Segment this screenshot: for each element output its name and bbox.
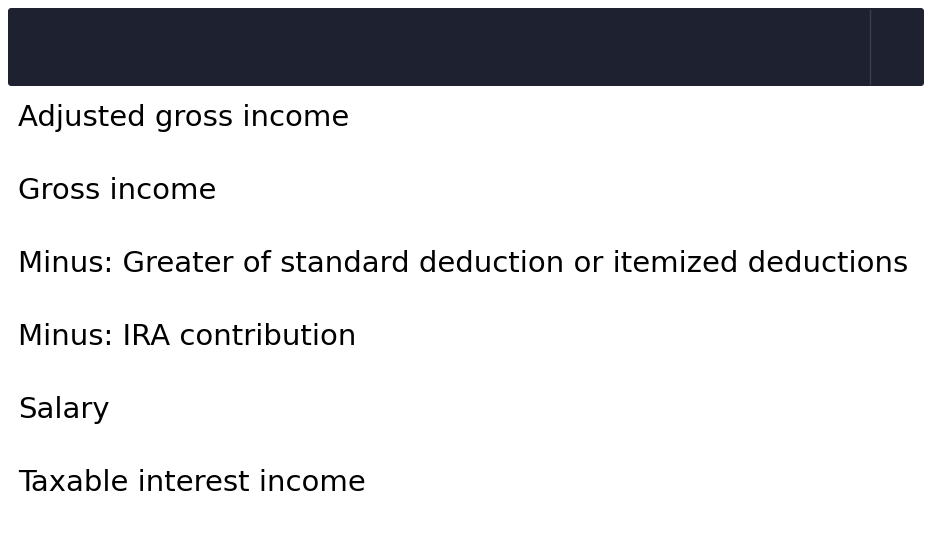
Text: Minus: IRA contribution: Minus: IRA contribution xyxy=(18,323,356,351)
Text: Adjusted gross income: Adjusted gross income xyxy=(18,104,350,132)
Text: Salary: Salary xyxy=(18,396,110,424)
Text: Gross income: Gross income xyxy=(18,177,216,205)
Text: Minus: Greater of standard deduction or itemized deductions: Minus: Greater of standard deduction or … xyxy=(18,250,909,278)
FancyBboxPatch shape xyxy=(8,8,924,86)
Text: Taxable interest income: Taxable interest income xyxy=(18,469,365,497)
